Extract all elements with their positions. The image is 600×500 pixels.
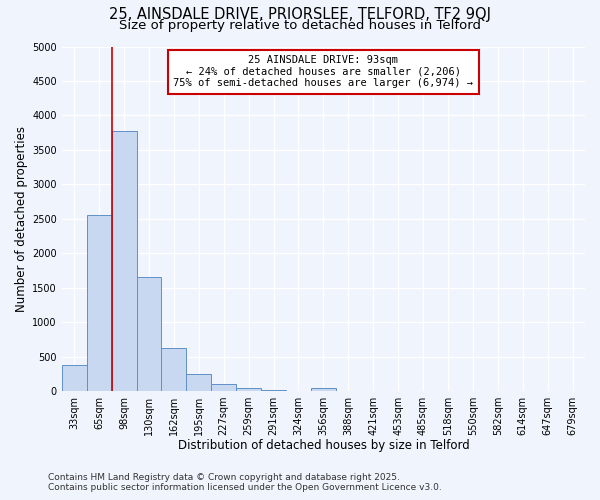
Text: 25 AINSDALE DRIVE: 93sqm
← 24% of detached houses are smaller (2,206)
75% of sem: 25 AINSDALE DRIVE: 93sqm ← 24% of detach… [173,55,473,88]
Bar [187,374,211,391]
X-axis label: Distribution of detached houses by size in Telford: Distribution of detached houses by size … [178,440,469,452]
Bar [86,216,112,391]
Y-axis label: Number of detached properties: Number of detached properties [15,126,28,312]
Text: Contains HM Land Registry data © Crown copyright and database right 2025.
Contai: Contains HM Land Registry data © Crown c… [48,473,442,492]
Text: Size of property relative to detached houses in Telford: Size of property relative to detached ho… [119,18,481,32]
Bar [112,130,137,391]
Bar [137,278,161,391]
Bar [161,348,187,391]
Bar [236,388,261,391]
Bar [62,365,86,391]
Bar [211,384,236,391]
Bar [261,390,286,391]
Text: 25, AINSDALE DRIVE, PRIORSLEE, TELFORD, TF2 9QJ: 25, AINSDALE DRIVE, PRIORSLEE, TELFORD, … [109,8,491,22]
Bar [311,388,336,391]
